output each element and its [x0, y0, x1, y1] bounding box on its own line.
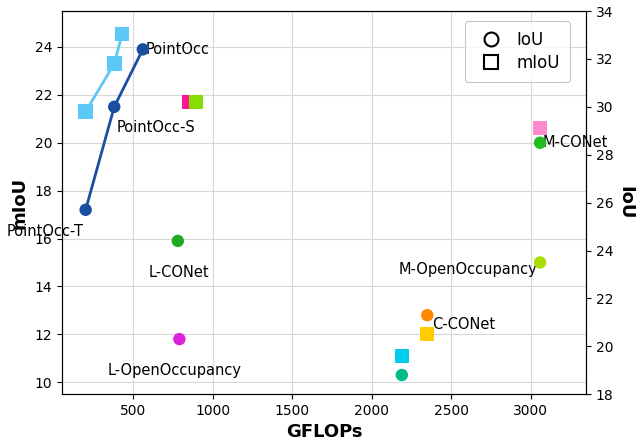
Point	[397, 352, 407, 359]
Legend: IoU, mIoU: IoU, mIoU	[465, 21, 570, 82]
Point	[184, 98, 194, 105]
Text: L-CONet: L-CONet	[149, 265, 210, 280]
Point	[117, 30, 127, 38]
Text: PointOcc-T: PointOcc-T	[7, 224, 84, 239]
Point	[173, 237, 183, 245]
Point	[535, 139, 545, 146]
Point	[109, 103, 120, 110]
Text: C-CONet: C-CONet	[432, 317, 495, 332]
Point	[81, 206, 91, 213]
Point	[138, 46, 148, 53]
Point	[174, 336, 184, 343]
Point	[81, 108, 91, 115]
Y-axis label: mIoU: mIoU	[11, 177, 29, 229]
Y-axis label: IoU: IoU	[616, 186, 634, 219]
Text: C-OpenOccupancy: C-OpenOccupancy	[0, 446, 1, 447]
X-axis label: GFLOPs: GFLOPs	[285, 423, 362, 442]
Text: L-OpenOccupancy: L-OpenOccupancy	[108, 363, 242, 378]
Text: PointOcc-S: PointOcc-S	[116, 120, 195, 135]
Point	[109, 60, 120, 67]
Text: PointOcc: PointOcc	[146, 42, 210, 57]
Point	[535, 259, 545, 266]
Point	[422, 331, 433, 338]
Point	[397, 371, 407, 379]
Point	[422, 312, 433, 319]
Text: M-OpenOccupancy: M-OpenOccupancy	[399, 262, 537, 277]
Text: M-CONet: M-CONet	[543, 135, 608, 150]
Point	[535, 125, 545, 132]
Point	[191, 98, 201, 105]
